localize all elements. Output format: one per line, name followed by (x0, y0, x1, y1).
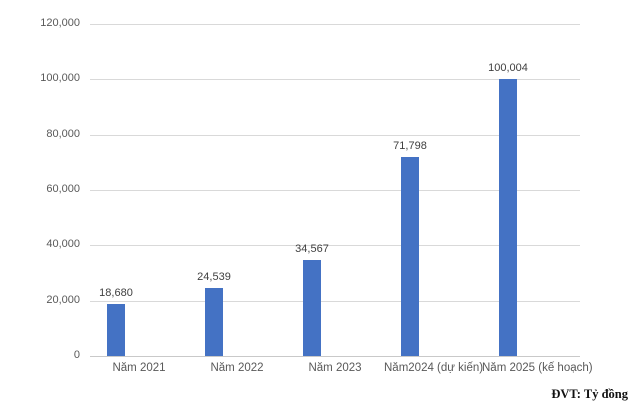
x-category-label: Năm 2023 (308, 362, 362, 374)
y-tick-label: 60,000 (46, 183, 80, 195)
gridline (90, 245, 580, 247)
y-tick-label: 80,000 (46, 127, 80, 140)
bar (303, 260, 321, 356)
bar-value-label: 24,539 (197, 271, 231, 284)
unit-note: ĐVT: Tỷ đồng (551, 387, 628, 401)
y-tick-label: 0 (73, 349, 80, 361)
gridline (90, 24, 580, 25)
x-category-label: Năm2024 (dự kiến) (384, 362, 484, 374)
gridline (90, 300, 580, 302)
bar-value-label: 71,798 (393, 140, 427, 153)
x-axis-line (90, 356, 580, 357)
x-category-label: Năm 2022 (210, 362, 264, 374)
gridline (90, 134, 580, 136)
bar (401, 157, 419, 356)
bar-value-label: 100,004 (488, 62, 528, 75)
bar (205, 288, 223, 356)
bar (107, 304, 125, 356)
bar (499, 79, 517, 356)
x-category-label: Năm 2025 (kế hoạch) (482, 362, 593, 374)
gridline (90, 190, 580, 191)
bar-value-label: 34,567 (295, 243, 329, 256)
y-tick-label: 20,000 (46, 293, 80, 306)
y-tick-label: 40,000 (46, 238, 80, 251)
bar-value-label: 18,680 (99, 287, 133, 300)
gridline (90, 79, 580, 81)
y-tick-label: 120,000 (40, 17, 80, 29)
y-tick-label: 100,000 (40, 72, 80, 85)
x-category-label: Năm 2021 (112, 362, 166, 374)
